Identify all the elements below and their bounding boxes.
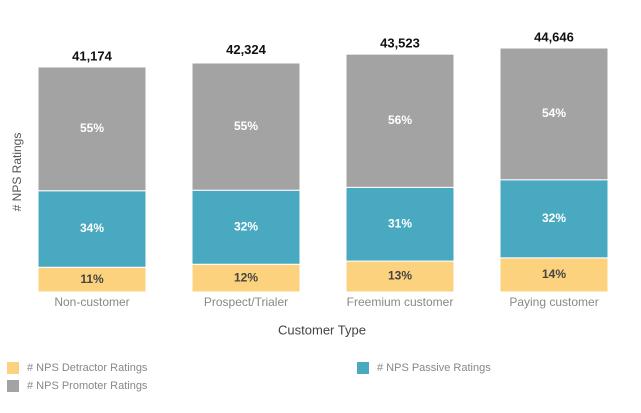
data-label: 54%: [542, 106, 566, 120]
data-label: 32%: [234, 219, 258, 233]
data-label: 56%: [388, 113, 412, 127]
y-axis-label: # NPS Ratings: [10, 133, 24, 212]
bar-segment: [191, 62, 301, 191]
bar-segment: [191, 263, 301, 293]
bar-segment: [37, 266, 147, 293]
x-tick-label: Prospect/Trialer: [204, 295, 288, 309]
data-label: 11%: [80, 272, 104, 286]
x-tick-label: Freemium customer: [347, 295, 454, 309]
x-tick-label: Non-customer: [54, 295, 129, 309]
data-label: 34%: [80, 221, 104, 235]
total-label: 42,324: [226, 42, 267, 57]
bar-segment: [499, 179, 609, 259]
total-label: 43,523: [380, 36, 420, 51]
data-label: 12%: [234, 270, 258, 284]
legend-label: # NPS Promoter Ratings: [27, 380, 148, 392]
bar-segment: [345, 186, 455, 262]
bar-segment: [345, 53, 455, 188]
legend-swatch: [7, 362, 19, 374]
bar-segment: [191, 189, 301, 265]
data-label: 14%: [542, 267, 566, 281]
total-label: 41,174: [72, 48, 113, 63]
legend-label: # NPS Detractor Ratings: [27, 362, 148, 374]
bar-segment: [37, 66, 147, 192]
data-label: 13%: [388, 269, 412, 283]
bar-segment: [499, 47, 609, 181]
data-label: 32%: [542, 211, 566, 225]
bar-segment: [37, 190, 147, 268]
x-tick-label: Paying customer: [509, 295, 598, 309]
data-label: 55%: [234, 119, 258, 133]
bar-segment: [499, 257, 609, 293]
bar-segment: [345, 260, 455, 293]
x-axis-label: Customer Type: [278, 322, 366, 337]
data-label: 55%: [80, 121, 104, 135]
legend-swatch: [7, 380, 19, 392]
legend-swatch: [357, 362, 369, 374]
total-label: 44,646: [534, 29, 574, 44]
data-label: 31%: [388, 216, 412, 230]
legend-label: # NPS Passive Ratings: [377, 362, 491, 374]
